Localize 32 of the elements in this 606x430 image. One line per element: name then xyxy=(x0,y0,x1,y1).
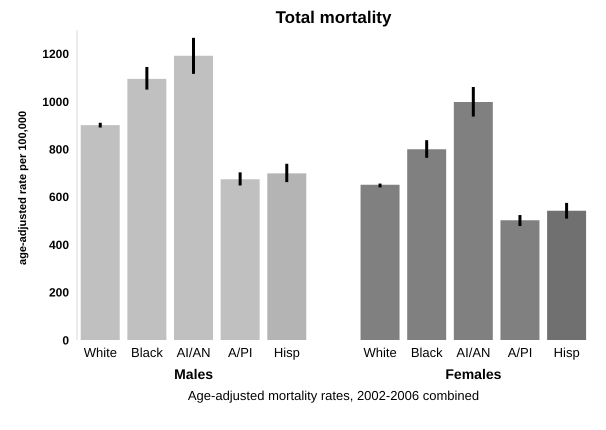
bar xyxy=(547,210,586,340)
bar xyxy=(360,184,400,340)
y-tick-label: 200 xyxy=(48,286,70,300)
y-tick-label: 1200 xyxy=(42,47,70,62)
y-tick-label: 0 xyxy=(62,333,70,348)
bar xyxy=(127,78,166,340)
x-tick-label: White xyxy=(364,345,397,360)
bar xyxy=(174,56,214,340)
y-tick-label: 600 xyxy=(48,190,70,204)
x-tick-label: A/PI xyxy=(508,345,532,360)
x-tick-label: Hisp xyxy=(274,345,300,360)
x-axis-title: Age-adjusted mortality rates, 2002-2006 combined xyxy=(186,388,480,403)
y-tick-label: 1000 xyxy=(42,94,70,109)
bar xyxy=(80,125,120,340)
x-tick-label: Hisp xyxy=(554,345,580,360)
x-tick-label: A/PI xyxy=(228,345,253,360)
bar xyxy=(267,173,306,340)
text: Males xyxy=(173,366,214,382)
x-tick-label: AI/AN xyxy=(176,345,211,360)
y-tick-label: 400 xyxy=(48,238,70,252)
bar xyxy=(220,179,260,340)
y-tick-label: 800 xyxy=(48,142,70,156)
chart-title: Total mortality xyxy=(274,8,392,28)
bar xyxy=(454,102,493,340)
y-axis-title: age-adjusted rate per 100,000 xyxy=(16,110,29,265)
x-tick-label: Black xyxy=(410,345,444,360)
text: Females xyxy=(444,366,502,382)
x-tick-label: Black xyxy=(131,345,164,360)
x-tick-label: White xyxy=(84,345,117,360)
bar xyxy=(407,149,446,340)
x-tick-label: AI/AN xyxy=(456,345,490,360)
bar xyxy=(500,220,540,340)
